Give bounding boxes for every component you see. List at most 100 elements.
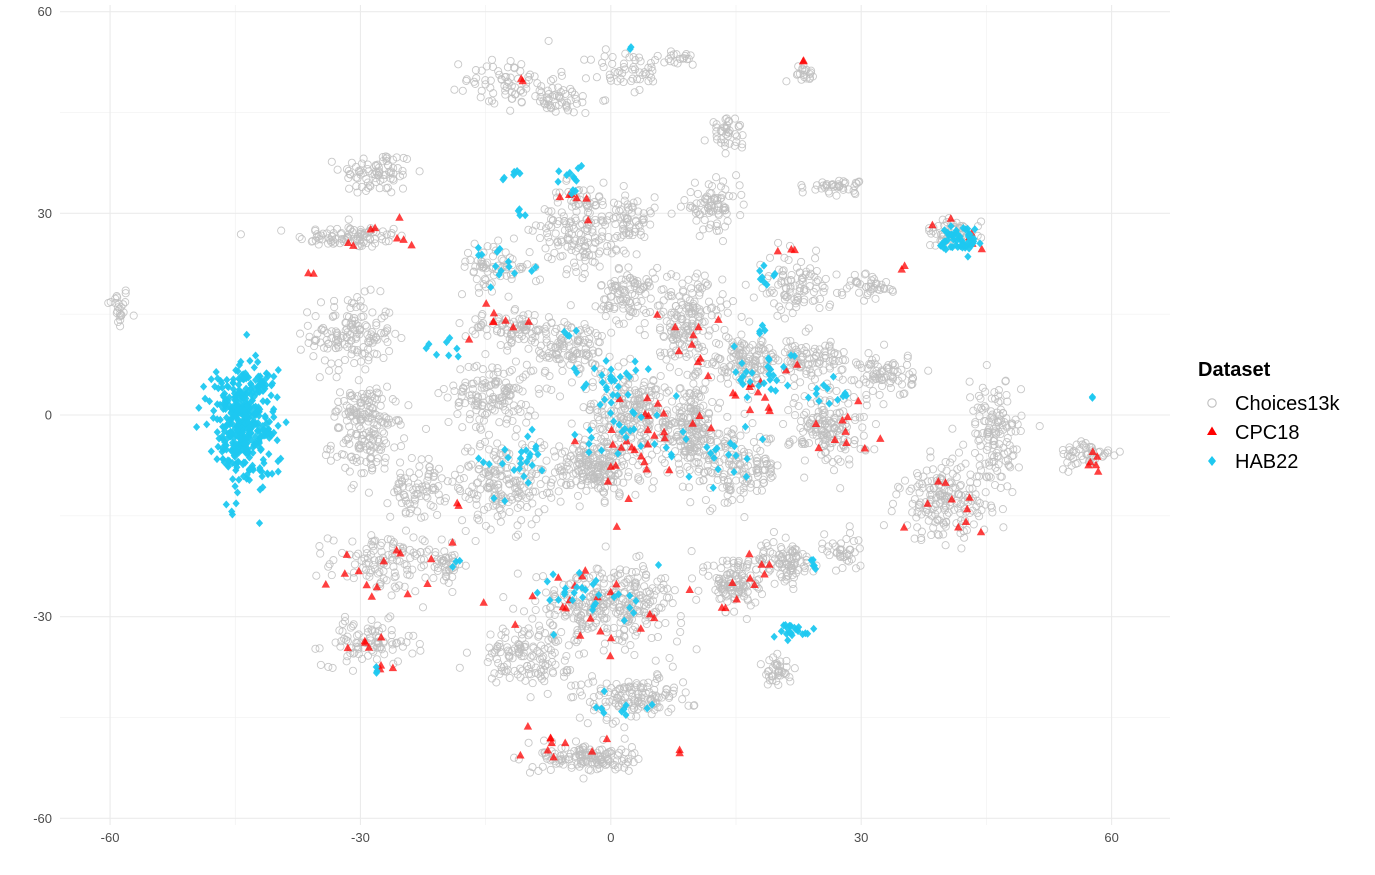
point-choices13k [873, 362, 882, 371]
point-choices13k [535, 86, 544, 95]
point-choices13k [837, 288, 846, 297]
point-choices13k [383, 499, 392, 508]
point-choices13k [632, 297, 641, 306]
point-choices13k [337, 228, 346, 238]
point-choices13k [544, 233, 553, 242]
point-choices13k [687, 284, 696, 293]
point-choices13k [582, 201, 592, 211]
point-choices13k [331, 327, 340, 336]
point-choices13k [673, 59, 682, 68]
point-choices13k [505, 367, 514, 376]
point-choices13k [535, 325, 544, 334]
point-choices13k [600, 498, 609, 507]
point-choices13k [799, 427, 808, 436]
point-choices13k [502, 82, 511, 92]
point-choices13k [497, 75, 506, 84]
point-choices13k [601, 542, 610, 551]
point-choices13k [619, 288, 628, 297]
point-choices13k [434, 490, 443, 499]
point-choices13k [366, 446, 375, 455]
point-choices13k [509, 401, 518, 410]
point-choices13k [366, 235, 375, 244]
point-choices13k [576, 481, 585, 490]
point-choices13k [475, 288, 484, 297]
point-choices13k [375, 412, 384, 421]
point-choices13k [790, 393, 800, 402]
point-choices13k [556, 497, 565, 506]
point-choices13k [826, 337, 835, 346]
point-choices13k [832, 191, 841, 200]
point-choices13k [601, 45, 610, 54]
point-choices13k [534, 346, 544, 355]
point-choices13k [688, 289, 697, 298]
point-choices13k [712, 219, 722, 228]
point-choices13k [695, 232, 704, 241]
point-choices13k [879, 400, 888, 409]
point-choices13k [704, 180, 713, 189]
point-choices13k [842, 284, 851, 293]
point-choices13k [566, 480, 575, 490]
point-choices13k [402, 496, 411, 505]
point-choices13k [599, 217, 608, 227]
point-choices13k [403, 565, 412, 574]
point-choices13k [368, 308, 377, 317]
point-choices13k [366, 285, 375, 294]
point-choices13k [862, 401, 871, 410]
point-choices13k [626, 354, 635, 363]
point-choices13k [514, 530, 523, 539]
point-choices13k [369, 546, 378, 555]
point-choices13k [421, 424, 431, 433]
point-choices13k [736, 211, 745, 220]
point-choices13k [585, 467, 594, 476]
point-choices13k [700, 424, 709, 433]
point-choices13k [647, 63, 656, 72]
point-choices13k [720, 368, 729, 377]
point-choices13k [567, 202, 577, 211]
point-choices13k [510, 90, 519, 99]
point-choices13k [295, 232, 304, 242]
point-choices13k [488, 252, 498, 261]
point-choices13k [510, 753, 519, 762]
point-choices13k [793, 347, 802, 356]
point-choices13k [363, 401, 372, 410]
point-choices13k [342, 636, 351, 645]
point-choices13k [560, 656, 569, 665]
point-choices13k [551, 229, 560, 238]
point-choices13k [530, 72, 539, 81]
point-choices13k [360, 287, 369, 296]
point-choices13k [400, 582, 409, 591]
point-choices13k [585, 334, 594, 344]
point-choices13k [784, 255, 793, 265]
point-choices13k [691, 388, 700, 397]
point-choices13k [519, 322, 528, 331]
point-choices13k [461, 492, 470, 502]
point-choices13k [708, 504, 717, 513]
point-choices13k [811, 185, 820, 194]
point-choices13k [648, 484, 657, 493]
point-choices13k [836, 457, 845, 466]
point-choices13k [586, 326, 595, 335]
point-choices13k [397, 333, 406, 343]
point-choices13k [320, 356, 329, 365]
point-choices13k [601, 220, 610, 229]
point-choices13k [1016, 385, 1026, 394]
point-choices13k [1115, 447, 1124, 456]
point-choices13k [686, 51, 695, 60]
point-choices13k [363, 345, 372, 354]
point-choices13k [367, 330, 376, 339]
point-choices13k [565, 219, 574, 228]
point-choices13k [894, 376, 903, 385]
point-choices13k [458, 423, 467, 432]
point-choices13k [721, 115, 730, 124]
point-choices13k [380, 464, 389, 473]
point-choices13k [354, 630, 363, 639]
point-choices13k [409, 631, 418, 640]
point-choices13k [473, 401, 482, 410]
point-choices13k [895, 390, 904, 399]
point-choices13k [623, 452, 632, 461]
point-choices13k [377, 232, 386, 241]
point-choices13k [536, 480, 545, 489]
point-choices13k [845, 281, 854, 290]
point-choices13k [961, 459, 970, 468]
point-choices13k [723, 308, 732, 317]
